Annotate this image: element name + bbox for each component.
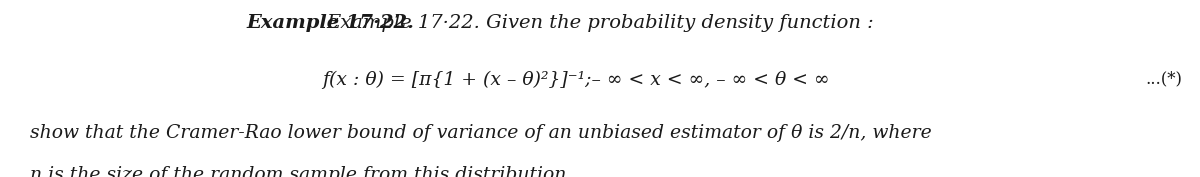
Text: Example 17·22. Given the probability density function :: Example 17·22. Given the probability den… — [326, 14, 874, 32]
Text: n is the size of the random sample from this distribution.: n is the size of the random sample from … — [30, 166, 572, 177]
Text: f(x : θ) = [π{1 + (x – θ)²}]⁻¹;– ∞ < x < ∞, – ∞ < θ < ∞: f(x : θ) = [π{1 + (x – θ)²}]⁻¹;– ∞ < x <… — [322, 71, 830, 89]
Text: show that the Cramer-Rao lower bound of variance of an unbiased estimator of θ i: show that the Cramer-Rao lower bound of … — [30, 124, 931, 142]
Text: ...(*): ...(*) — [1145, 71, 1182, 88]
Text: Example 17·22.: Example 17·22. — [247, 14, 414, 32]
